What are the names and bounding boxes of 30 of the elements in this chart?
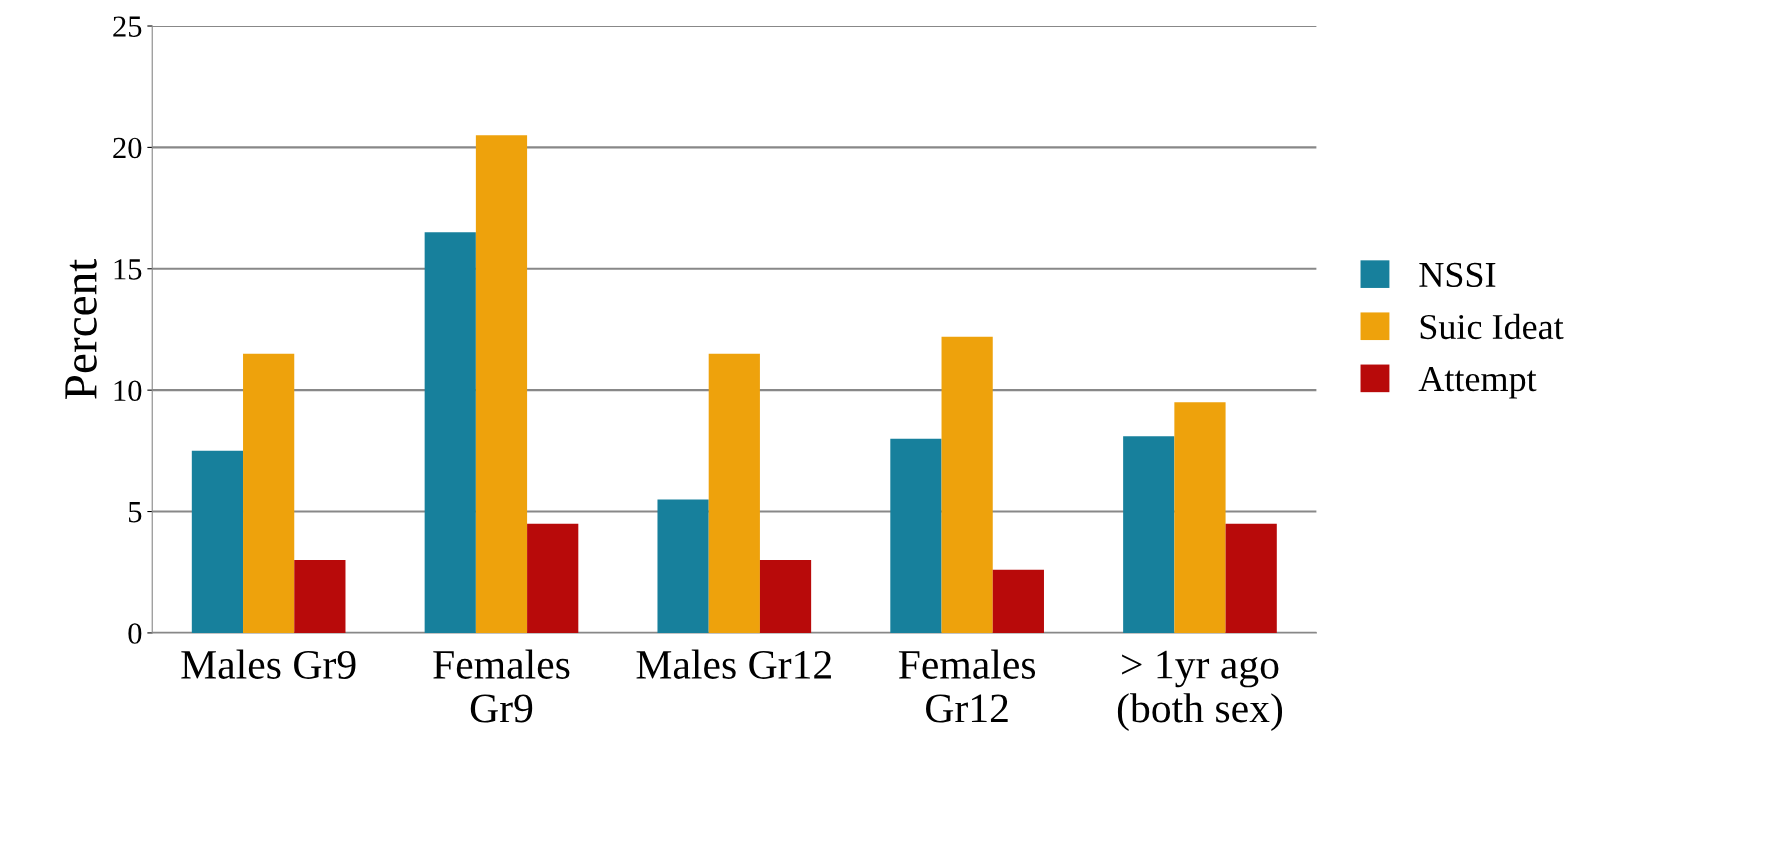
y-tick-label: 15 xyxy=(114,259,142,280)
bar xyxy=(708,353,760,633)
bar xyxy=(424,232,476,633)
legend-label: Attempt xyxy=(1418,367,1537,399)
x-tick-label: > 1yr ago (both sex) xyxy=(1117,650,1283,731)
y-tick-label: 0 xyxy=(128,623,142,644)
bar xyxy=(243,353,295,633)
bar xyxy=(941,336,993,633)
bar xyxy=(1225,523,1277,633)
y-tick-label: 5 xyxy=(129,502,142,523)
bar xyxy=(992,569,1044,633)
y-tick-label: 25 xyxy=(113,16,142,37)
legend-label: NSSI xyxy=(1419,262,1496,288)
y-tick-label: 10 xyxy=(114,380,142,402)
bar xyxy=(1123,436,1175,633)
x-tick-label: Females Gr9 xyxy=(433,649,570,723)
legend-label: Suic Ideat xyxy=(1420,313,1564,340)
y-tick-label: 20 xyxy=(113,137,142,159)
x-tick-label: Males Gr12 xyxy=(636,649,831,679)
bar xyxy=(759,560,812,633)
bar xyxy=(527,523,579,633)
bar xyxy=(294,560,346,633)
x-tick-label: Females Gr12 xyxy=(898,649,1036,723)
bar xyxy=(1174,402,1226,633)
bar xyxy=(191,450,244,633)
bar xyxy=(657,499,709,633)
y-axis-title: Percent xyxy=(65,258,97,399)
bar xyxy=(890,438,942,633)
bar xyxy=(475,135,528,633)
x-tick-label: Males Gr9 xyxy=(181,649,356,679)
